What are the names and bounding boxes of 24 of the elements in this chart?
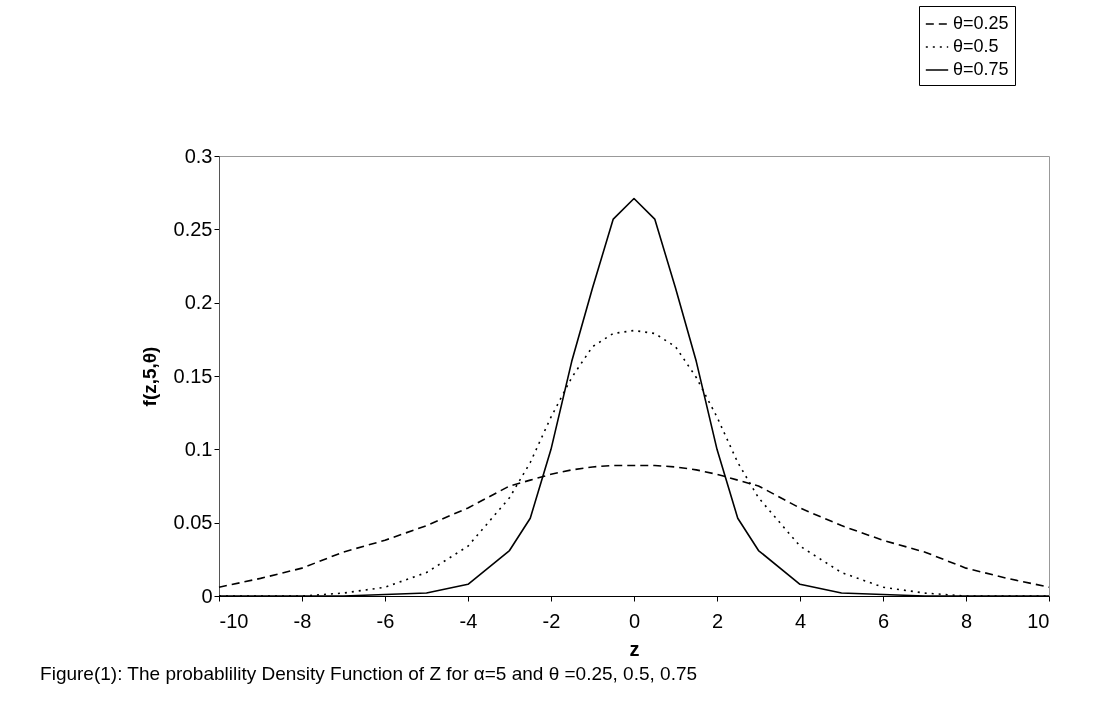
legend-label: θ=0.75 xyxy=(953,59,1009,79)
y-tick-label: 0.15 xyxy=(173,364,213,387)
y-tick-label: 0.25 xyxy=(173,217,213,240)
y-tick-label: 0.3 xyxy=(184,144,213,167)
x-tick-label: -6 xyxy=(376,609,395,632)
y-tick-label: 0.2 xyxy=(184,291,213,314)
x-axis-title: z xyxy=(629,637,640,660)
x-tick-label: -8 xyxy=(293,609,312,632)
y-tick-label: 0.1 xyxy=(184,437,213,460)
x-tick-label: 0 xyxy=(628,609,641,632)
x-tick-label: -4 xyxy=(459,609,478,632)
x-tick-label: -10 xyxy=(219,609,249,632)
legend-label: θ=0.25 xyxy=(953,13,1009,33)
x-tick-label: 2 xyxy=(711,609,724,632)
x-tick-label: 4 xyxy=(794,609,807,632)
text: Figure(1): The probablility Density Function of Z for α=5 and θ =0.25, 0.5, 0.75 xyxy=(40,663,698,684)
y-axis-title: f(z,5,θ) xyxy=(138,346,160,407)
y-tick-label: 0 xyxy=(201,584,213,607)
x-tick-label: -2 xyxy=(542,609,561,632)
x-tick-label: 10 xyxy=(1027,609,1050,632)
y-tick-label: 0.05 xyxy=(173,511,213,534)
x-tick-label: 6 xyxy=(877,609,890,632)
legend-label: θ=0.5 xyxy=(953,36,999,56)
x-tick-label: 8 xyxy=(960,609,973,632)
